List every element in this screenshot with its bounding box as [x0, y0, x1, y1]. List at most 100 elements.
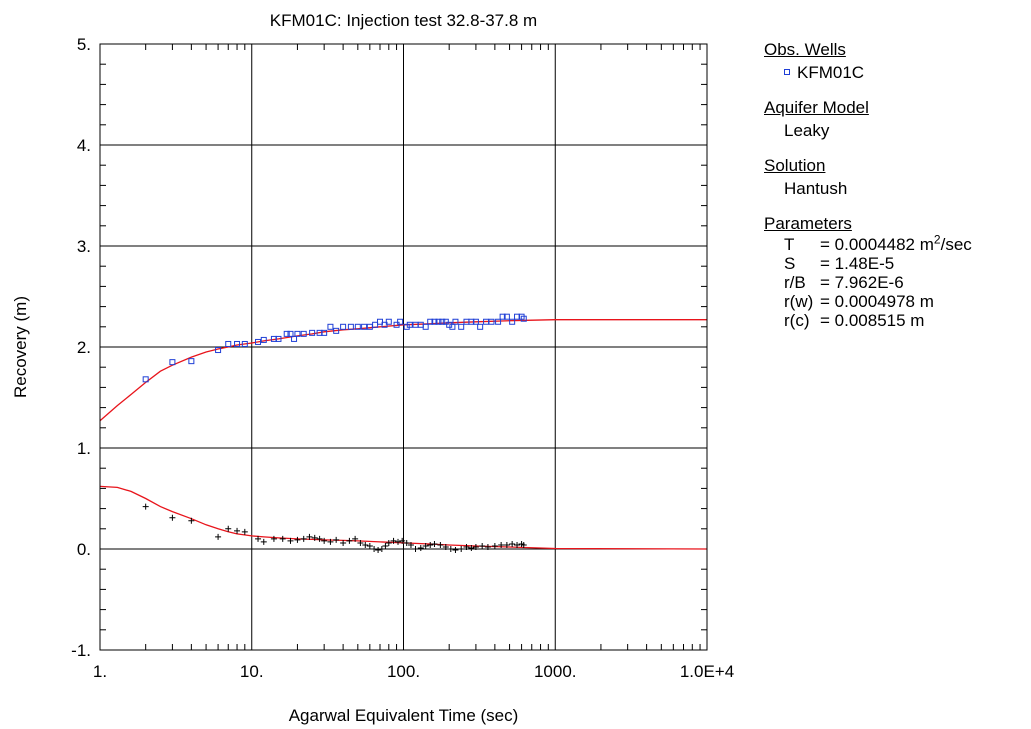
derivative-point	[422, 542, 429, 549]
observed-point	[327, 323, 334, 330]
observed-point	[340, 323, 347, 330]
aquifer-model-group: Aquifer Model Leaky	[764, 96, 972, 142]
observed-point	[354, 323, 361, 330]
derivative-point	[287, 537, 294, 544]
parameter-name: r(c)	[784, 311, 810, 330]
observed-point	[406, 321, 413, 328]
derivative-point	[437, 541, 444, 548]
derivative-point	[241, 528, 248, 535]
y-tick-labels: -1. 0. 1. 2. 3. 4. 5.	[71, 35, 91, 660]
derivative-point	[340, 539, 347, 546]
observed-point	[488, 318, 495, 325]
observed-point	[260, 336, 267, 343]
derivative-point	[447, 546, 454, 552]
derivative-point	[169, 514, 176, 521]
observed-point	[449, 323, 456, 330]
parameter-superscript: 2	[933, 232, 941, 247]
observed-point	[381, 321, 388, 328]
derivative-point	[403, 539, 410, 546]
parameter-name: r/B	[784, 273, 806, 292]
chart-title: KFM01C: Injection test 32.8-37.8 m	[270, 11, 537, 30]
derivative-point	[327, 538, 334, 545]
observed-point	[241, 340, 248, 347]
parameter-value: = 7.962E-6	[820, 273, 904, 292]
observed-point	[452, 318, 459, 325]
observed-point	[458, 323, 465, 330]
observed-point	[347, 323, 354, 330]
solution-value: Hantush	[784, 179, 848, 198]
observed-point	[294, 330, 301, 337]
derivative-point	[484, 543, 491, 550]
parameter-name: r(w)	[784, 292, 814, 311]
derivative-point	[407, 541, 414, 548]
side-panel: Obs. Wells KFM01C Aquifer Model Leaky So…	[764, 38, 972, 342]
y-axis-label: Recovery (m)	[11, 296, 30, 398]
derivative-point	[509, 540, 516, 547]
y-tick-label: 3.	[77, 237, 91, 256]
derivative-point	[412, 546, 419, 552]
derivative-point	[498, 541, 505, 548]
observed-point	[309, 329, 316, 336]
y-tick-label: 0.	[77, 540, 91, 559]
derivative-point	[316, 535, 323, 542]
derivative-point	[306, 533, 313, 540]
x-tick-label: 1000.	[534, 662, 577, 681]
observed-point	[142, 376, 149, 383]
solution-header: Solution	[764, 156, 826, 175]
derivative-point	[371, 546, 378, 552]
recovery-chart: 1. 10. 100. 1000. 1.0E+4 -1. 0. 1. 2. 3. 4. 5. KFM…	[11, 11, 734, 725]
aquifer-model-value: Leaky	[784, 121, 830, 140]
observed-point	[376, 318, 383, 325]
derivative-point	[366, 542, 373, 549]
derivative-point	[362, 541, 369, 548]
observed-point	[422, 323, 429, 330]
parameter-value: = 1.48E-5	[820, 254, 895, 273]
observed-point	[188, 358, 195, 365]
derivative-point	[472, 543, 479, 550]
parameter-row: r(w) = 0.0004978 m	[784, 292, 972, 311]
derivative-point	[417, 544, 424, 551]
derivative-point	[300, 535, 307, 542]
obs-wells-group: Obs. Wells KFM01C	[764, 38, 972, 84]
derivative-point	[188, 517, 195, 524]
observed-point	[275, 335, 282, 342]
derivative-point	[352, 535, 359, 542]
derivative-point	[255, 535, 262, 542]
derivative-point	[378, 546, 385, 552]
observed-point	[287, 330, 294, 337]
observed-point	[393, 321, 400, 328]
y-tick-label: 2.	[77, 338, 91, 357]
derivative-point	[514, 541, 521, 548]
observed-point	[431, 318, 438, 325]
obs-well-entry: KFM01C	[764, 61, 972, 84]
observed-point	[503, 313, 510, 320]
parameters-group: Parameters T = 0.0004482 m2/sec S = 1.48…	[764, 212, 972, 330]
observed-point	[509, 318, 516, 325]
derivative-point	[382, 542, 389, 549]
observed-point	[321, 329, 328, 336]
derivative-point	[321, 537, 328, 544]
derivative-point	[225, 525, 232, 532]
derivative-point	[234, 527, 241, 534]
observed-point	[435, 318, 442, 325]
derivative-point	[479, 542, 486, 549]
derivative-points	[142, 503, 527, 554]
observed-point	[333, 327, 340, 334]
derivative-point	[458, 546, 465, 552]
derivative-point	[452, 547, 459, 554]
x-tick-labels: 1. 10. 100. 1000. 1.0E+4	[93, 662, 734, 681]
x-tick-label: 1.0E+4	[680, 662, 734, 681]
derivative-point	[215, 533, 222, 540]
observed-point	[439, 318, 446, 325]
minor-ticks	[100, 44, 707, 650]
observed-point	[215, 347, 222, 354]
solution-group: Solution Hantush	[764, 154, 972, 200]
derivative-point	[294, 536, 301, 543]
x-axis-label: Agarwal Equivalent Time (sec)	[289, 706, 519, 725]
derivative-point	[431, 540, 438, 547]
observed-point	[255, 338, 262, 345]
derivative-point	[395, 538, 402, 545]
parameter-row: S = 1.48E-5	[784, 254, 972, 273]
parameter-row: T = 0.0004482 m2/sec	[784, 232, 972, 254]
observed-points	[142, 313, 527, 383]
